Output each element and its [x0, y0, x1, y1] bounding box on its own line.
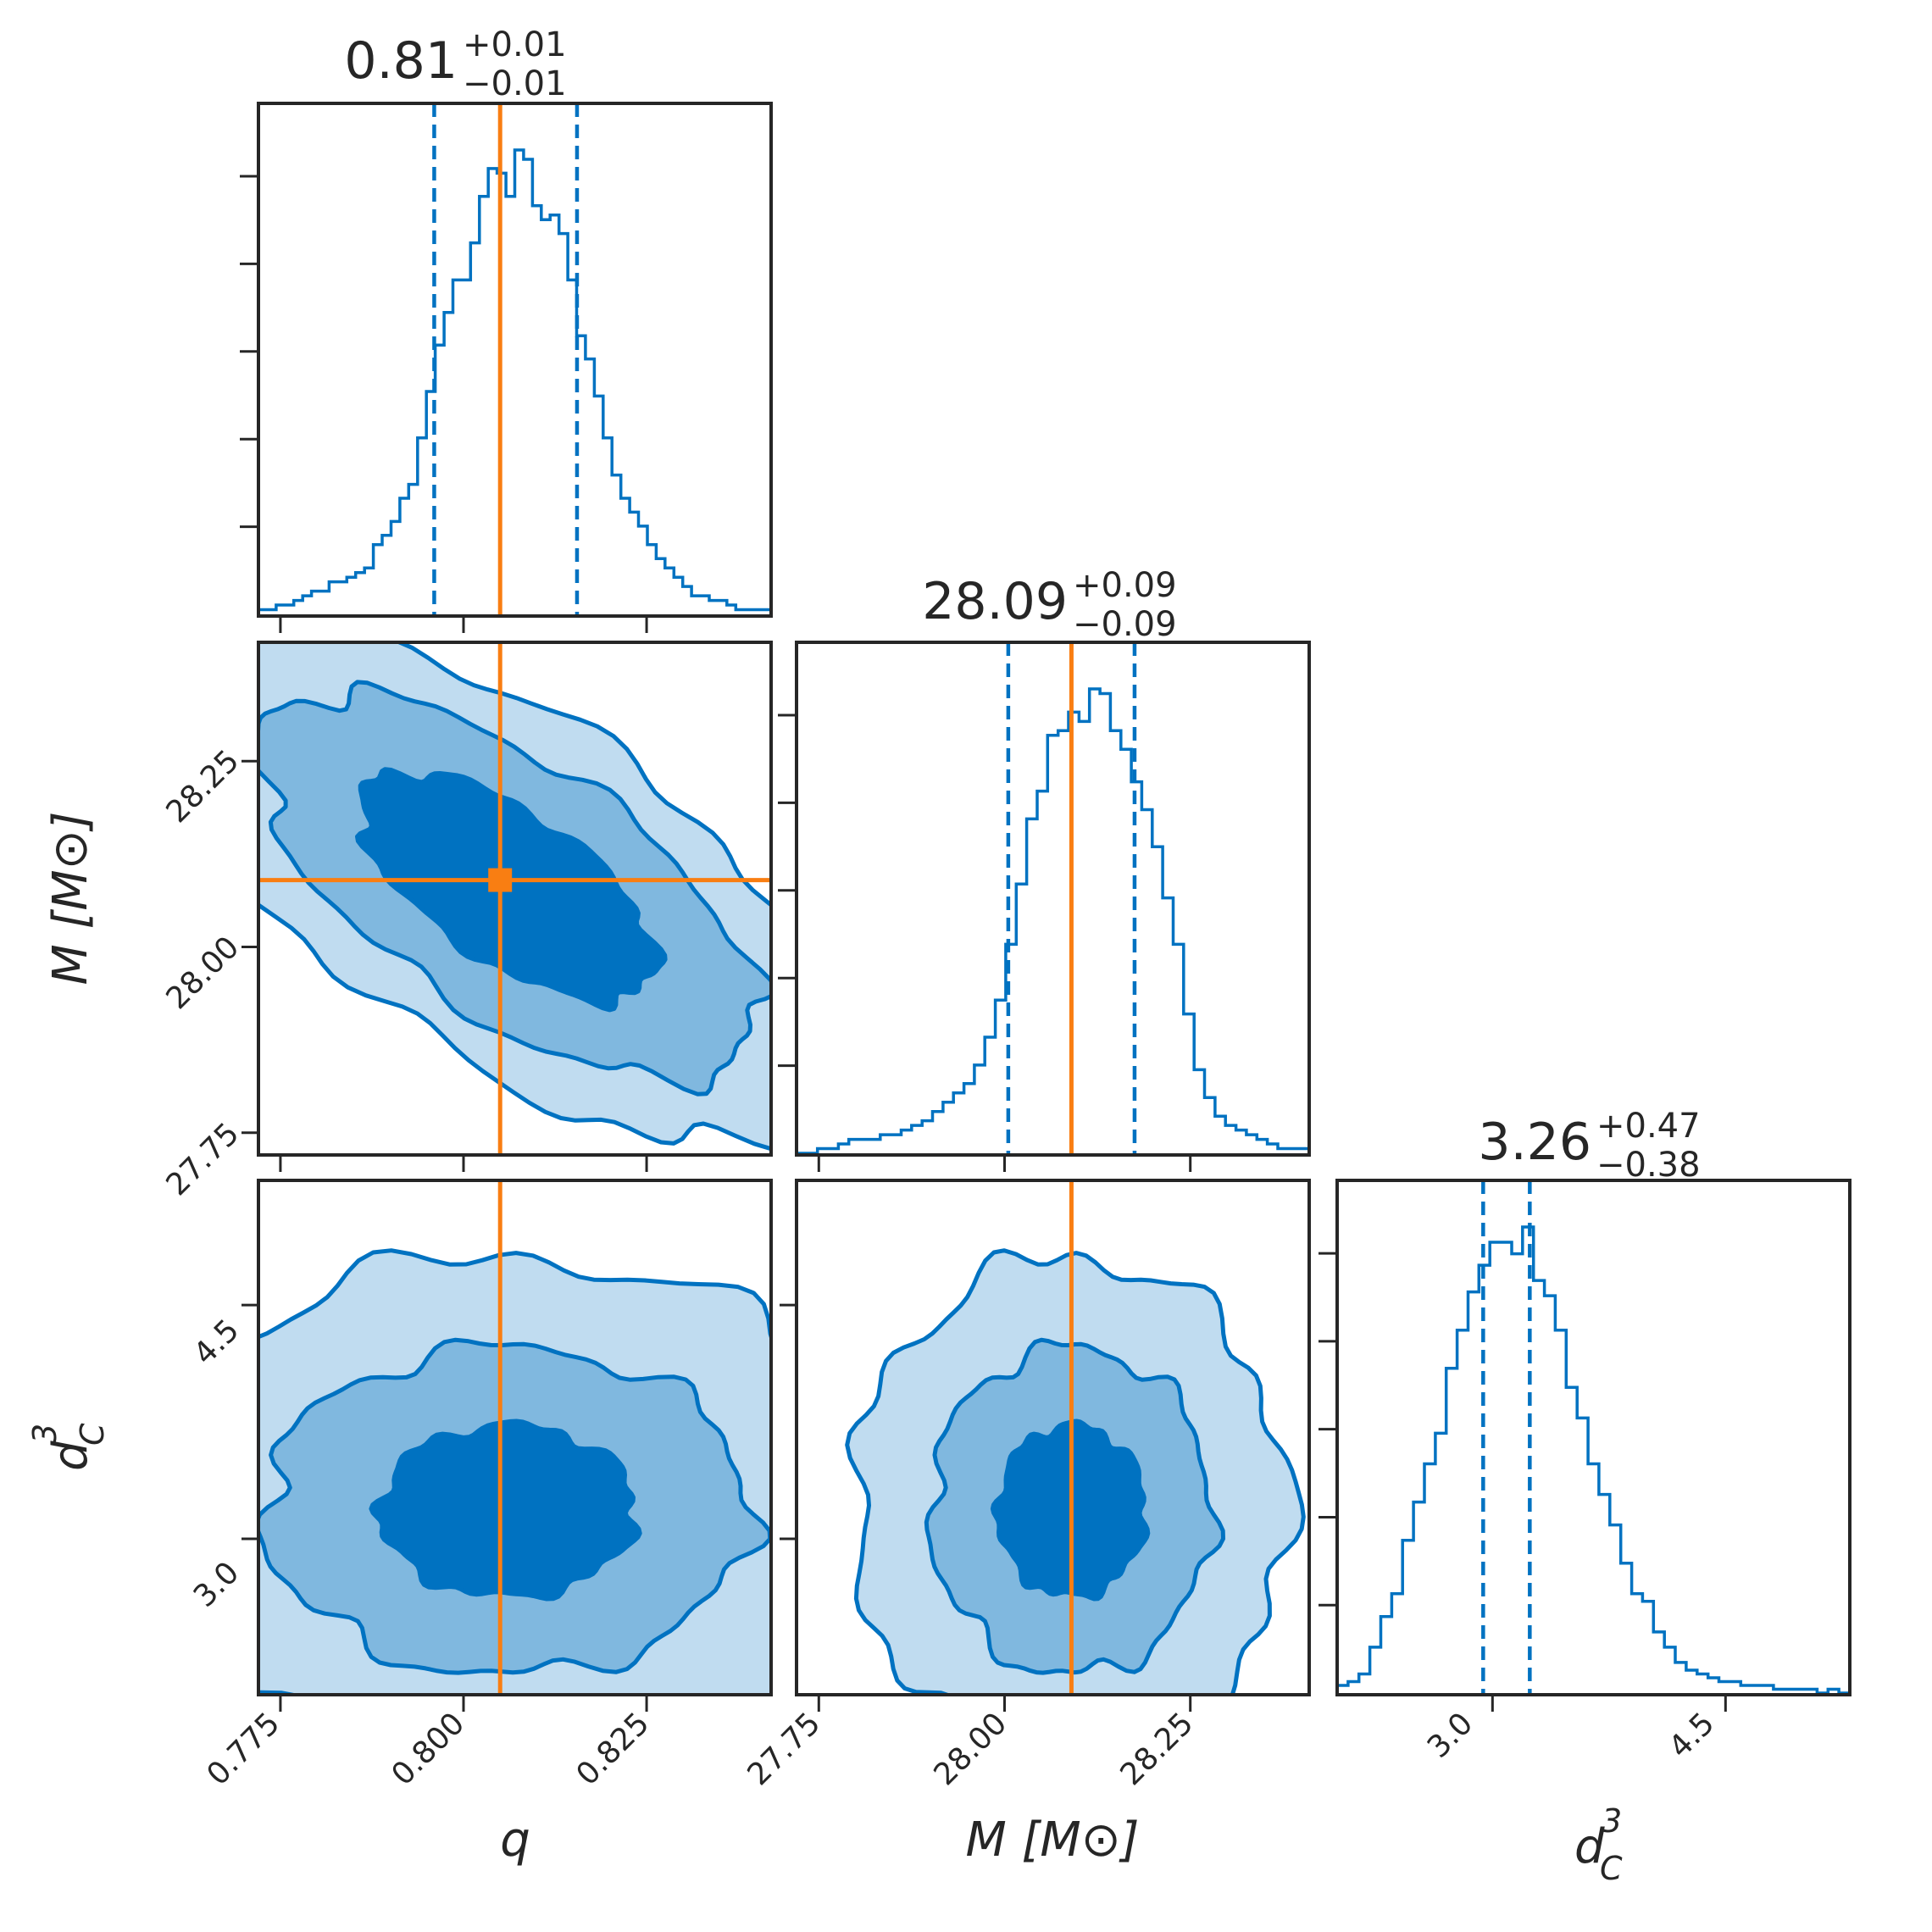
histogram-q [257, 148, 771, 614]
y-tick-m-1: 28.00 [159, 930, 246, 1016]
panel-frame-1-0 [257, 641, 773, 1157]
title-m: 28.09 [922, 572, 1068, 631]
x-tick-m-0: 27.75 [741, 1706, 827, 1792]
panel-frame-2-0 [257, 1179, 773, 1696]
histogram-dC3 [1335, 1225, 1850, 1695]
x-tick-q-2: 0.825 [569, 1706, 656, 1792]
plot-lines [257, 103, 1850, 1695]
title-m-plus: +0.09 [1073, 566, 1177, 605]
svg-text:d: d [1574, 1819, 1605, 1874]
x-tick-q-0: 0.775 [200, 1706, 286, 1792]
contour-panel-q-dC3 [258, 1248, 771, 1695]
x-axis-label-q: q [500, 1813, 530, 1868]
title-m-minus: −0.09 [1073, 605, 1177, 644]
title-q: 0.81 [344, 31, 458, 91]
x-axis-label-dc3: d C 3 [1574, 1802, 1623, 1887]
panel-frames [257, 102, 1852, 1696]
x-axis-label-m: M [M⊙] [965, 1813, 1139, 1868]
title-dc3: 3.26 [1478, 1113, 1591, 1172]
y-tick-dc3-1: 4.5 [187, 1313, 246, 1371]
svg-text:C: C [74, 1423, 111, 1446]
svg-text:3: 3 [1602, 1802, 1622, 1840]
contour-fills [258, 642, 1306, 1695]
svg-text:C: C [1600, 1850, 1623, 1887]
title-dc3-plus: +0.47 [1596, 1107, 1701, 1146]
svg-text:3: 3 [26, 1424, 64, 1444]
title-q-minus: −0.01 [463, 64, 567, 103]
truth-marker [488, 868, 513, 892]
title-q-plus: +0.01 [463, 25, 567, 64]
y-tick-dc3-0: 3.0 [187, 1555, 246, 1613]
x-tick-dc3-1: 4.5 [1663, 1706, 1721, 1764]
panel-frame-2-1 [795, 1179, 1311, 1696]
y-tick-m-2: 28.25 [159, 743, 246, 830]
x-tick-dc3-0: 3.0 [1421, 1706, 1480, 1764]
panel-frame-1-1 [795, 641, 1311, 1157]
title-dc3-minus: −0.38 [1596, 1146, 1701, 1185]
panel-frame-2-2 [1335, 1179, 1852, 1696]
x-tick-m-1: 28.00 [927, 1706, 1013, 1792]
contour-level-3 [369, 1418, 642, 1602]
x-tick-m-2: 28.25 [1113, 1706, 1200, 1792]
contour-panel-q-M [258, 642, 771, 1152]
axis-ticks [240, 175, 1727, 1712]
y-axis-label-m: M [M⊙] [43, 811, 98, 985]
y-axis-label-dc3: d C 3 [26, 1423, 111, 1471]
histogram-M [797, 687, 1309, 1155]
panel-frame-0-0 [257, 102, 773, 618]
svg-text:d: d [43, 1441, 98, 1471]
y-tick-m-0: 27.75 [159, 1116, 246, 1202]
x-tick-q-1: 0.800 [385, 1706, 471, 1792]
